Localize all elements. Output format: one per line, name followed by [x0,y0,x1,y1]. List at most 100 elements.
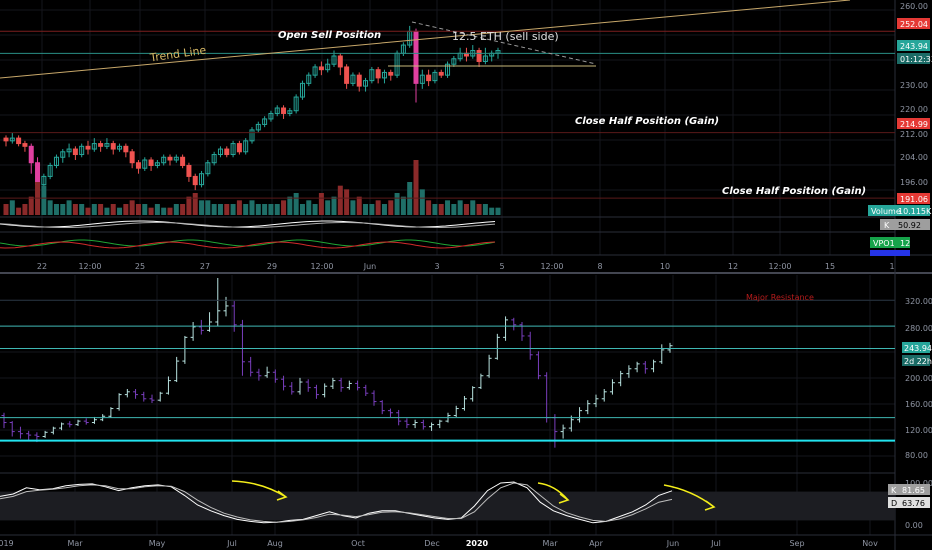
top-time-label-9: 12:00 [540,262,563,271]
volume-bar-26 [167,207,173,215]
top-drawing-lines[interactable] [0,0,895,199]
top-time-label-8: 5 [499,262,504,271]
volume-tag [868,205,930,216]
candle-body-42 [268,112,274,120]
bottom-time-label-9: Apr [589,539,604,548]
candle-body-46 [293,96,299,112]
bottom-time-label-11: Jul [710,539,721,548]
volume-bar-52 [331,196,337,215]
k-tag [880,219,930,230]
candle-body-6 [41,175,47,186]
candle-body-34 [217,148,223,156]
volume-bar-61 [388,200,394,215]
volume-bar-35 [224,204,230,215]
arrow-head-1 [558,493,570,504]
volume-bar-25 [161,207,167,215]
volume-bar-44 [281,200,287,215]
volume-bar-71 [451,204,457,215]
volume-bar-8 [53,204,59,215]
volume-bar-27 [173,204,179,215]
candle-body-50 [318,66,324,71]
volume-bar-13 [85,207,91,215]
candle-body-41 [262,118,268,125]
candle-body-66 [419,74,425,84]
candle-body-27 [173,156,179,161]
volume-bar-12 [79,204,85,215]
candle-body-59 [375,69,381,79]
top-time-label-7: 3 [434,262,439,271]
candle-body-61 [388,71,394,76]
volume-bar-65 [413,160,419,215]
volume-bar-40 [255,204,261,215]
candle-body-55 [350,74,356,84]
volume-bar-16 [104,207,110,215]
btag-time [902,355,930,366]
candle-body-70 [445,63,451,76]
bottom-time-label-5: Oct [351,539,365,548]
close-half-label-2: Close Half Position (Gain) [722,186,866,197]
volume-bar-20 [129,200,135,215]
volume-bar-58 [369,204,375,215]
candle-body-8 [53,156,59,166]
top-vpo-indicator [0,239,496,249]
volume-value: 10.115K [898,207,932,216]
volume-bar-51 [325,200,331,215]
candle-body-60 [381,71,387,79]
volume-bar-50 [318,193,324,215]
btick-120: 120.00 [905,426,932,435]
volume-bar-9 [60,204,66,215]
candle-body-7 [47,164,53,177]
top-time-label-2: 25 [135,262,145,271]
bottom-time-label-8: Mar [542,539,558,548]
btick-time: 2d 22h [904,357,932,366]
btick-80: 80.00 [905,451,928,460]
bottom-time-label-4: Aug [267,539,283,548]
volume-bar-59 [375,200,381,215]
candle-body-22 [142,159,148,169]
bottom-time-label-2: May [149,539,166,548]
bottom-time-label-13: Nov [862,539,878,548]
candle-body-39 [249,129,255,142]
volume-bar-10 [66,200,72,215]
candle-body-26 [167,156,173,161]
top-time-label-4: 29 [267,262,277,271]
btick-243: 243.94 [904,344,932,353]
top-time-label-12: 12 [728,262,738,271]
candle-body-10 [66,148,72,153]
top-time-label-13: 12:00 [768,262,791,271]
oscillator-axis[interactable]: 100.00 K 81.65 D 63.76 0.00 [888,479,932,530]
bottom-time-label-0: 019 [0,539,14,548]
volume-bar-42 [268,204,274,215]
candle-body-76 [482,55,488,62]
bottom-price-axis[interactable]: 320.00 280.00 243.94 2d 22h 200.00 160.0… [902,297,932,460]
vpo-label: VPO1 [873,239,895,248]
bottom-time-label-3: Jul [226,539,237,548]
osc-d-value: 63.76 [902,499,925,508]
candle-body-36 [230,143,236,156]
top-price-axis[interactable]: 260.00 252.04 243.94 01:12:33 230.00 220… [868,2,932,256]
bottom-time-label-10: Jun [666,539,680,548]
bottom-horizontal-lines[interactable] [0,299,895,442]
major-resistance-label: Major Resistance [746,293,814,302]
volume-bar-4 [28,196,34,215]
volume-bar-32 [205,200,211,215]
candle-body-52 [331,55,337,65]
volume-bar-22 [142,204,148,215]
candle-body-44 [281,107,287,114]
candle-body-20 [129,151,135,164]
tick-260: 260.00 [900,2,928,11]
candle-body-14 [91,143,97,150]
top-time-label-10: 8 [597,262,602,271]
volume-bar-28 [180,204,186,215]
candle-body-43 [274,107,280,114]
bottom-time-axis[interactable]: 019 Mar May Jul Aug Oct Dec 2020 Mar Apr Jun Jul Sep… [0,539,878,548]
candle-body-65 [413,30,419,84]
top-time-axis[interactable]: 22 12:00 25 27 29 12:00 Jun 3 5 12:00 8 10 12 12:00 15… [37,262,895,271]
bottom-time-label-7: 2020 [466,539,489,548]
candle-body-56 [356,74,362,87]
volume-bar-73 [463,204,469,215]
open-sell-label: Open Sell Position [278,30,381,41]
countdown-tag [897,53,930,64]
